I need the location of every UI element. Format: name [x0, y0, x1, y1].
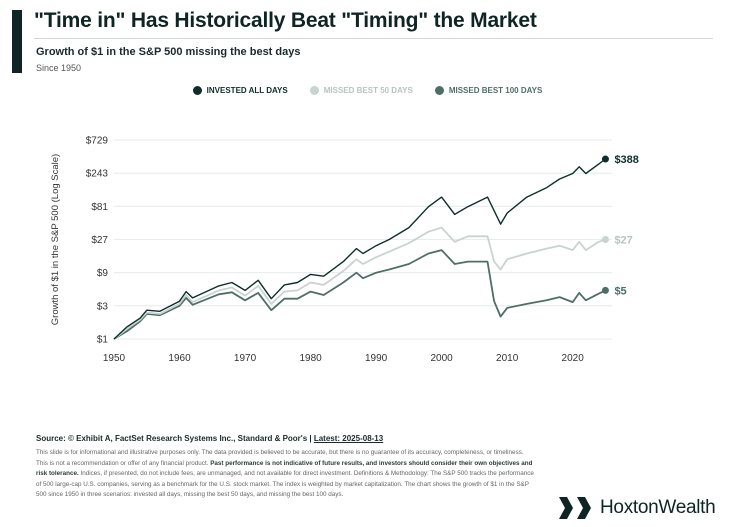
end-label-invested: $388	[614, 154, 638, 166]
x-tick-label-0: 1950	[103, 353, 126, 364]
title-divider	[34, 38, 713, 39]
x-tick-label-3: 1980	[299, 353, 322, 364]
chart-legend: INVESTED ALL DAYS MISSED BEST 50 DAYS MI…	[0, 86, 735, 95]
x-tick-label-1: 1960	[168, 353, 191, 364]
series-line-missed-100	[113, 249, 606, 340]
brand-name: HoxtonWealth	[600, 497, 716, 518]
chart-subtitle: Growth of $1 in the S&P 500 missing the …	[36, 46, 301, 58]
end-label-missed-100: $5	[614, 285, 626, 297]
x-tick-label-4: 1990	[365, 353, 388, 364]
end-point-missed-100	[601, 286, 609, 294]
title-accent-bar	[12, 10, 22, 73]
y-tick-label-0: $1	[97, 335, 109, 346]
hoxton-logo-icon	[559, 497, 591, 519]
source-text: Source: © Exhibit A, FactSet Research Sy…	[36, 434, 314, 443]
end-point-missed-50	[601, 236, 609, 243]
disclaimer-text-1: This slide is for informational and illu…	[36, 449, 524, 467]
end-point-invested	[601, 155, 609, 163]
disclaimer: This slide is for informational and illu…	[36, 448, 536, 501]
legend-dot-missed-100	[434, 86, 444, 95]
brand-logo: HoxtonWealth	[558, 497, 716, 519]
latest-date-link[interactable]: Latest: 2025-08-13	[313, 434, 384, 443]
legend-label-missed-100: MISSED BEST 100 DAYS	[448, 86, 543, 95]
x-tick-label-2: 1970	[234, 353, 257, 364]
end-label-missed-50: $27	[614, 235, 632, 247]
y-tick-label-2: $9	[97, 268, 109, 279]
page-title: "Time in" Has Historically Beat "Timing"…	[34, 9, 537, 32]
legend-item-invested: INVESTED ALL DAYS	[192, 86, 288, 95]
y-axis-label: Growth of $1 in the S&P 500 (Log Scale)	[50, 154, 61, 325]
legend-item-missed-100: MISSED BEST 100 DAYS	[434, 86, 543, 95]
y-tick-label-3: $27	[91, 235, 108, 246]
source-line: Source: © Exhibit A, FactSet Research Sy…	[36, 434, 383, 443]
y-tick-label-6: $729	[86, 136, 109, 147]
y-tick-label-4: $81	[91, 202, 108, 213]
series-line-missed-50	[113, 226, 606, 340]
x-tick-label-7: 2020	[562, 353, 585, 364]
x-tick-label-6: 2010	[496, 353, 519, 364]
series-line-invested	[113, 158, 606, 340]
x-tick-label-5: 2000	[431, 353, 454, 364]
since-label: Since 1950	[36, 63, 82, 73]
y-tick-label-5: $243	[86, 169, 109, 180]
y-tick-label-1: $3	[97, 301, 109, 312]
disclaimer-bold: Past performance is not indicative of fu…	[36, 459, 533, 478]
legend-label-missed-50: MISSED BEST 50 DAYS	[323, 86, 413, 95]
disclaimer-text-2: Indices, if presented, do not include fe…	[36, 470, 534, 499]
legend-label-invested: INVESTED ALL DAYS	[206, 86, 288, 95]
line-chart: $1 $3 $9 $27 $81 $243 $729 1950 1960 1970 1980 1990…	[50, 136, 639, 365]
legend-item-missed-50: MISSED BEST 50 DAYS	[309, 86, 413, 95]
legend-dot-missed-50	[309, 86, 319, 95]
legend-dot-invested	[192, 86, 202, 95]
